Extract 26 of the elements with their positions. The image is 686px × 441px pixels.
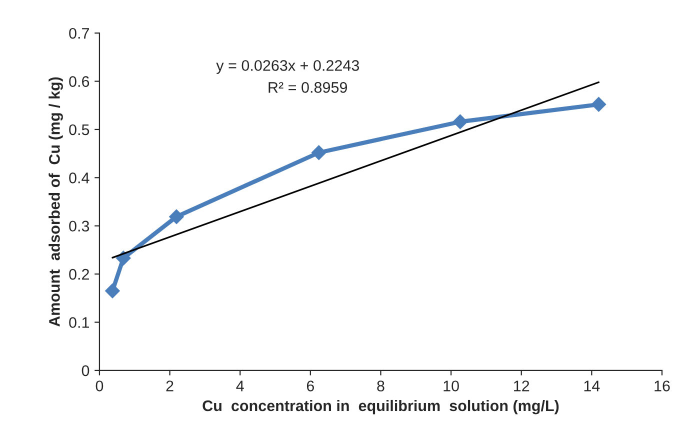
point bbox=[169, 209, 184, 224]
annotation: y = 0.0263x + 0.2243 bbox=[216, 60, 360, 74]
x-tick-label: 16 bbox=[654, 380, 670, 392]
y-tick-label: 0.7 bbox=[69, 28, 89, 39]
point bbox=[452, 114, 468, 130]
x-axis-title: Cu concentration in equilibrium solution (mg/L) bbox=[202, 400, 559, 414]
y-tick-label: 0.2 bbox=[69, 268, 89, 280]
x-tick-label: 2 bbox=[166, 380, 174, 392]
annotation: R² = 0.8959 bbox=[268, 82, 348, 93]
point bbox=[105, 284, 120, 298]
y-tick-label: 0 bbox=[82, 365, 90, 376]
x-tick-label: 8 bbox=[377, 380, 384, 392]
x-tick-label: 6 bbox=[306, 380, 314, 392]
x-tick-label: 12 bbox=[514, 380, 530, 392]
y-tick-label: 0.4 bbox=[69, 172, 90, 184]
y-tick-label: 0.5 bbox=[69, 124, 90, 136]
point bbox=[311, 145, 326, 160]
x-tick-label: 4 bbox=[236, 380, 244, 392]
point bbox=[591, 97, 606, 112]
y-tick-label: 0.6 bbox=[69, 76, 90, 87]
y-tick-label: 0.3 bbox=[69, 220, 90, 232]
x-tick-label: 10 bbox=[444, 380, 459, 392]
x-tick-label: 14 bbox=[584, 380, 600, 392]
x-tick-label: 0 bbox=[96, 380, 104, 392]
y-axis-title: Amount adsorbed of Cu (mg / kg) bbox=[48, 77, 63, 327]
y-tick-label: 0.1 bbox=[69, 317, 90, 328]
